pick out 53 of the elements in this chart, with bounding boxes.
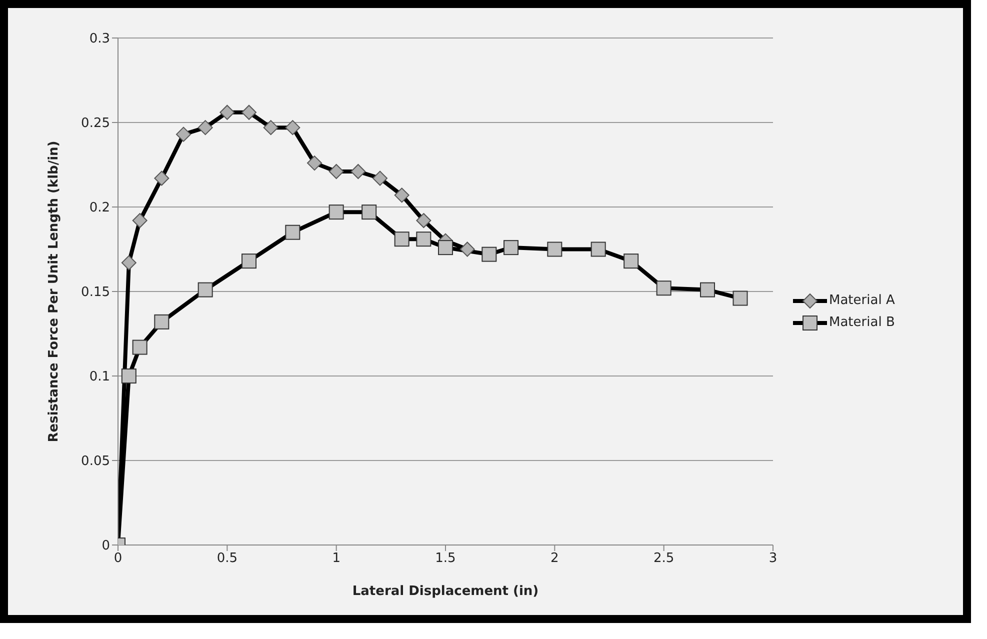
point	[154, 170, 170, 186]
point	[372, 170, 388, 186]
point	[154, 314, 170, 330]
point	[504, 240, 518, 256]
y-tick-label: 0.15	[81, 285, 110, 300]
x-tick-label: 3	[768, 551, 778, 566]
y-tick-label: 0.25	[81, 116, 110, 132]
point	[460, 242, 475, 257]
point	[285, 120, 300, 136]
point	[263, 120, 278, 136]
point	[624, 254, 639, 269]
point	[242, 254, 256, 269]
x-tick-label: 0.5	[216, 551, 238, 566]
point	[482, 246, 497, 262]
point	[350, 164, 366, 180]
point	[220, 104, 235, 120]
y-axis-title: Resistance Force Per Unit Length (klb/in)	[46, 140, 62, 442]
point	[732, 290, 748, 306]
point	[416, 213, 432, 228]
point	[394, 232, 410, 247]
y-tick-label: 0.3	[89, 32, 110, 47]
point	[132, 340, 148, 355]
point	[121, 255, 136, 270]
point	[176, 126, 191, 142]
x-tick-label: 2	[550, 551, 559, 566]
legend-label: Material A	[829, 293, 895, 308]
x-tick-label: 2.5	[653, 551, 674, 566]
point	[285, 224, 300, 240]
point	[242, 104, 256, 120]
x-tick-label: 1	[332, 551, 340, 566]
point	[121, 368, 136, 384]
point	[198, 120, 213, 136]
point	[307, 156, 322, 171]
point	[328, 204, 344, 220]
legend-label: Material B	[829, 315, 895, 330]
x-axis-title: Lateral Displacement (in)	[352, 584, 539, 599]
x-tick-label: 1.5	[435, 551, 456, 566]
y-tick-label: 0.1	[89, 370, 110, 385]
y-tick-label: 0	[102, 538, 110, 554]
point	[328, 164, 344, 180]
point	[590, 242, 606, 257]
y-tick-label: 0.05	[81, 454, 110, 470]
point	[198, 282, 213, 298]
point	[132, 213, 148, 228]
point	[656, 280, 672, 296]
point	[416, 232, 432, 247]
point	[362, 204, 377, 220]
point	[394, 188, 410, 203]
point	[438, 240, 453, 256]
point	[547, 242, 562, 257]
y-tick-label: 0.2	[89, 200, 110, 216]
point	[700, 282, 715, 298]
x-tick-label: 0	[114, 551, 122, 566]
